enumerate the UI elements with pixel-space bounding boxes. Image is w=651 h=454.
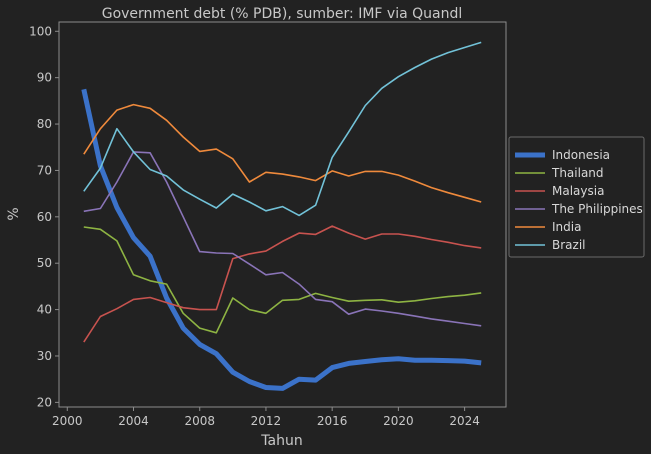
y-tick-label: 30 [37,349,52,363]
series-line-india [83,103,482,203]
chart-title: Government debt (% PDB), sumber: IMF via… [102,6,463,22]
y-tick-label: 100 [29,24,52,38]
y-tick-label: 80 [37,117,52,131]
series-lines [81,41,482,391]
y-tick-label: 40 [37,303,52,317]
series-line-malaysia [83,225,482,343]
y-tick-label: 70 [37,163,52,177]
series-line-indonesia [81,88,482,391]
legend-label-brazil: Brazil [552,238,586,252]
plot-area [58,21,507,408]
series-line-the-philippines [83,151,482,327]
x-axis: 2000 2004 2008 2012 2016 2020 2024 [52,407,480,428]
legend-label-malaysia: Malaysia [552,184,604,198]
x-tick-label: 2016 [317,414,348,428]
y-tick-label: 50 [37,256,52,270]
legend-label-india: India [552,220,581,234]
legend-label-indonesia: Indonesia [552,148,610,162]
x-tick-label: 2008 [184,414,215,428]
legend-label-thailand: Thailand [551,166,604,180]
x-axis-title: Tahun [260,433,302,449]
y-axis: 20 30 40 50 60 70 80 90 100 [29,24,59,409]
x-tick-label: 2012 [251,414,282,428]
y-tick-label: 90 [37,71,52,85]
y-axis-title: % [6,207,22,220]
x-tick-label: 2020 [383,414,414,428]
legend: Indonesia Thailand Malaysia The Philippines… [508,136,645,258]
y-tick-label: 20 [37,395,52,409]
x-tick-label: 2024 [449,414,480,428]
series-line-brazil [83,41,482,217]
series-line-thailand [83,226,482,334]
y-tick-label: 60 [37,210,52,224]
legend-label-the-philippines: The Philippines [551,202,643,216]
x-tick-label: 2000 [52,414,83,428]
x-tick-label: 2004 [118,414,149,428]
